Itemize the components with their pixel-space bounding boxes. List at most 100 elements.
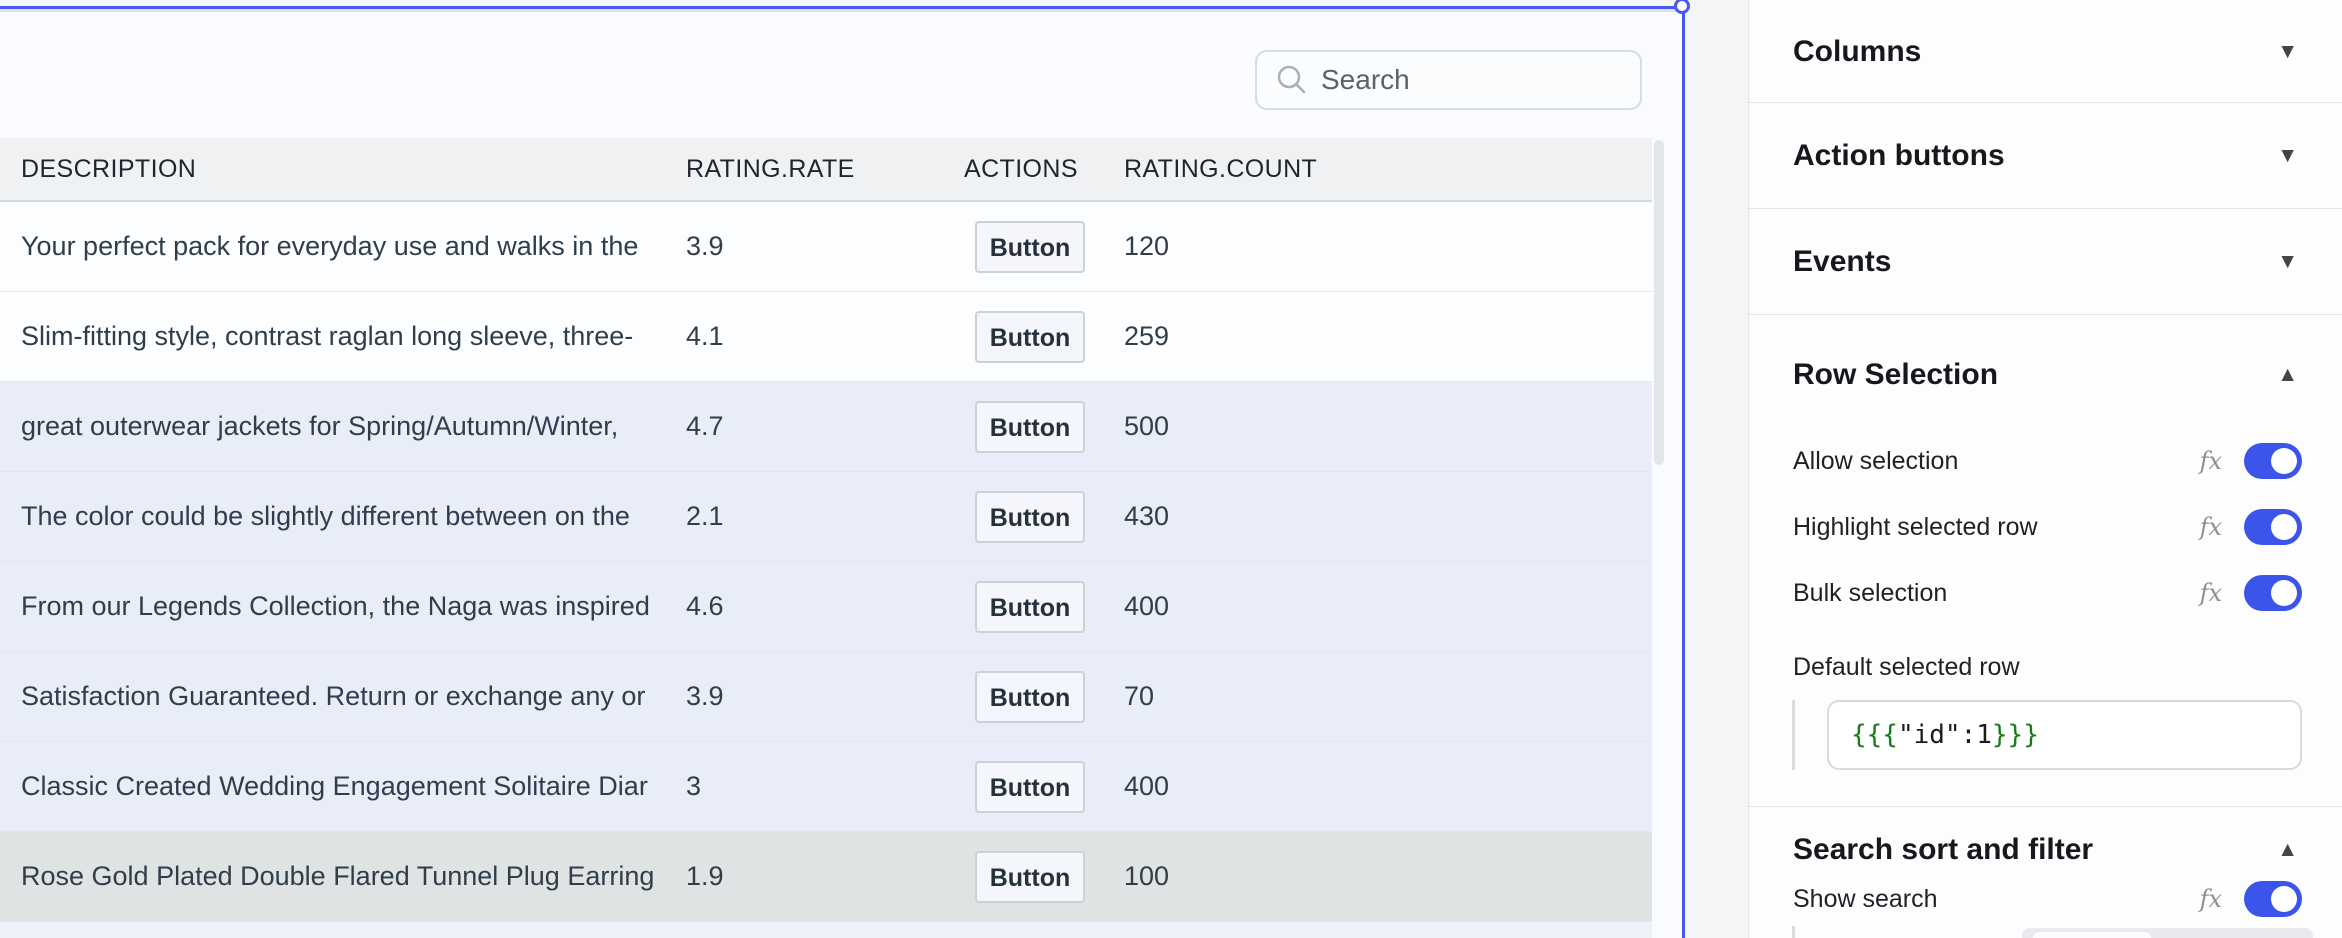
property-label: Bulk selection bbox=[1793, 578, 1948, 607]
column-header-rating-count[interactable]: RATING.COUNT bbox=[1124, 154, 1318, 183]
cell-rating-count: 100 bbox=[1124, 861, 1170, 891]
expression-close-braces: }}} bbox=[1991, 720, 2039, 750]
caret-down-icon[interactable]: ▼ bbox=[2277, 39, 2298, 63]
cell-rating-rate: 1.9 bbox=[686, 861, 724, 891]
search-mode-control-partial[interactable] bbox=[1749, 926, 2342, 938]
expression-field-wrap: {{{"id":1}}} bbox=[1792, 700, 2302, 770]
cell-rating-rate: 4.1 bbox=[686, 321, 724, 351]
section-header-events[interactable]: Events ▼ bbox=[1749, 209, 2342, 315]
cell-rating-rate: 2.1 bbox=[686, 501, 724, 531]
section-divider bbox=[1749, 102, 2342, 103]
caret-up-icon[interactable]: ▲ bbox=[2277, 363, 2298, 386]
cell-rating-count: 430 bbox=[1124, 501, 1170, 531]
cell-rating-rate: 3 bbox=[686, 771, 702, 801]
table-row-partial bbox=[0, 922, 1652, 938]
cell-rating-rate: 3.9 bbox=[686, 231, 724, 261]
cell-description: Classic Created Wedding Engagement Solit… bbox=[21, 771, 648, 801]
search-placeholder: Search bbox=[1321, 64, 1410, 95]
row-action-button[interactable]: Button bbox=[975, 310, 1085, 363]
column-header-description[interactable]: DESCRIPTION bbox=[21, 154, 197, 183]
table-search-input[interactable]: Search bbox=[1255, 50, 1642, 110]
cell-description: From our Legends Collection, the Naga wa… bbox=[21, 591, 650, 621]
widget-selection-border-top bbox=[0, 6, 1684, 9]
fx-binding-icon[interactable]: fx bbox=[2199, 513, 2222, 541]
fx-binding-icon[interactable]: fx bbox=[2199, 447, 2222, 475]
property-toggle[interactable] bbox=[2244, 881, 2302, 917]
cell-description: Rose Gold Plated Double Flared Tunnel Pl… bbox=[21, 861, 655, 891]
property-toggle[interactable] bbox=[2244, 575, 2302, 611]
table-body: Your perfect pack for everyday use and w… bbox=[0, 202, 1652, 922]
section-title: Columns bbox=[1793, 34, 1922, 68]
segmented-control-selected[interactable] bbox=[2033, 932, 2151, 938]
cell-rating-count: 120 bbox=[1124, 231, 1170, 261]
expression-open-braces: {{{ bbox=[1851, 720, 1898, 750]
cell-description: The color could be slightly different be… bbox=[21, 501, 630, 531]
section-title: Events bbox=[1793, 245, 1892, 278]
cell-rating-count: 259 bbox=[1124, 321, 1170, 351]
property-label: Show search bbox=[1793, 884, 1938, 913]
property-row: Bulk selection fx bbox=[1793, 560, 2302, 626]
column-header-actions[interactable]: ACTIONS bbox=[964, 154, 1078, 183]
caret-up-icon[interactable]: ▲ bbox=[2277, 838, 2298, 861]
segmented-control-track[interactable] bbox=[2022, 928, 2313, 938]
row-action-button[interactable]: Button bbox=[975, 760, 1085, 813]
column-header-rating-rate[interactable]: RATING.RATE bbox=[686, 154, 855, 183]
cell-rating-rate: 4.6 bbox=[686, 591, 724, 621]
property-row: Allow selection fx bbox=[1793, 428, 2302, 494]
property-toggle[interactable] bbox=[2244, 443, 2302, 479]
section-title: Search sort and filter bbox=[1793, 833, 2094, 866]
cell-rating-count: 400 bbox=[1124, 771, 1170, 801]
section-header-columns[interactable]: Columns ▼ bbox=[1749, 0, 2342, 103]
property-toggle[interactable] bbox=[2244, 509, 2302, 545]
table-row[interactable]: Classic Created Wedding Engagement Solit… bbox=[0, 742, 1652, 832]
row-action-button[interactable]: Button bbox=[975, 220, 1085, 273]
row-action-button[interactable]: Button bbox=[975, 490, 1085, 543]
indent-line bbox=[1792, 700, 1795, 770]
property-label: Default selected row bbox=[1793, 652, 2020, 681]
section-title: Action buttons bbox=[1793, 139, 2005, 172]
row-action-button[interactable]: Button bbox=[975, 850, 1085, 903]
section-header-action-buttons[interactable]: Action buttons ▼ bbox=[1749, 103, 2342, 209]
cell-rating-rate: 3.9 bbox=[686, 681, 724, 711]
section-divider bbox=[1749, 208, 2342, 209]
caret-down-icon[interactable]: ▼ bbox=[2277, 250, 2298, 273]
property-label: Allow selection bbox=[1793, 446, 1959, 475]
section-title: Row Selection bbox=[1793, 358, 1999, 391]
widget-selection-border-right bbox=[1682, 6, 1685, 938]
fx-binding-icon[interactable]: fx bbox=[2199, 885, 2222, 913]
table-row[interactable]: The color could be slightly different be… bbox=[0, 472, 1652, 562]
search-icon bbox=[1277, 65, 1306, 94]
property-row: Show search fx bbox=[1793, 866, 2302, 932]
section-items: Allow selection fx Highlight selected ro… bbox=[1792, 428, 2302, 770]
table-row[interactable]: Slim-fitting style, contrast raglan long… bbox=[0, 292, 1652, 382]
section-divider bbox=[1749, 806, 2342, 807]
table-row[interactable]: Satisfaction Guaranteed. Return or excha… bbox=[0, 652, 1652, 742]
row-action-button[interactable]: Button bbox=[975, 400, 1085, 453]
row-action-button[interactable]: Button bbox=[975, 580, 1085, 633]
caret-down-icon[interactable]: ▼ bbox=[2277, 144, 2298, 167]
table-row[interactable]: great outerwear jackets for Spring/Autum… bbox=[0, 382, 1652, 472]
cell-description: Satisfaction Guaranteed. Return or excha… bbox=[21, 681, 646, 711]
default-selected-row-input[interactable]: {{{"id":1}}} bbox=[1827, 700, 2302, 770]
cell-rating-count: 400 bbox=[1124, 591, 1170, 621]
property-row: Highlight selected row fx bbox=[1793, 494, 2302, 560]
table-vertical-scrollbar[interactable] bbox=[1654, 140, 1664, 465]
table-header-row: DESCRIPTION RATING.RATE ACTIONS RATING.C… bbox=[0, 138, 1652, 202]
canvas-top-strip bbox=[0, 0, 1686, 6]
table-row[interactable]: Rose Gold Plated Double Flared Tunnel Pl… bbox=[0, 832, 1652, 922]
cell-description: Your perfect pack for everyday use and w… bbox=[21, 231, 639, 261]
canvas-area: Search DESCRIPTION RATING.RATE ACTIONS R… bbox=[0, 0, 1690, 938]
cell-rating-rate: 4.7 bbox=[686, 411, 724, 441]
cell-rating-count: 70 bbox=[1124, 681, 1155, 711]
section-header-search-sort-and-filter[interactable]: Search sort and filter ▲ bbox=[1749, 807, 2342, 893]
section-items: Show search fx bbox=[1793, 866, 2302, 932]
section-header-row-selection[interactable]: Row Selection ▲ bbox=[1749, 315, 2342, 435]
widget-resize-handle[interactable] bbox=[1674, 0, 1690, 14]
table-row[interactable]: Your perfect pack for everyday use and w… bbox=[0, 202, 1652, 292]
cell-rating-count: 500 bbox=[1124, 411, 1170, 441]
row-action-button[interactable]: Button bbox=[975, 670, 1085, 723]
cell-description: great outerwear jackets for Spring/Autum… bbox=[21, 411, 619, 441]
table-row[interactable]: From our Legends Collection, the Naga wa… bbox=[0, 562, 1652, 652]
fx-binding-icon[interactable]: fx bbox=[2199, 579, 2222, 607]
cell-description: Slim-fitting style, contrast raglan long… bbox=[21, 321, 634, 351]
